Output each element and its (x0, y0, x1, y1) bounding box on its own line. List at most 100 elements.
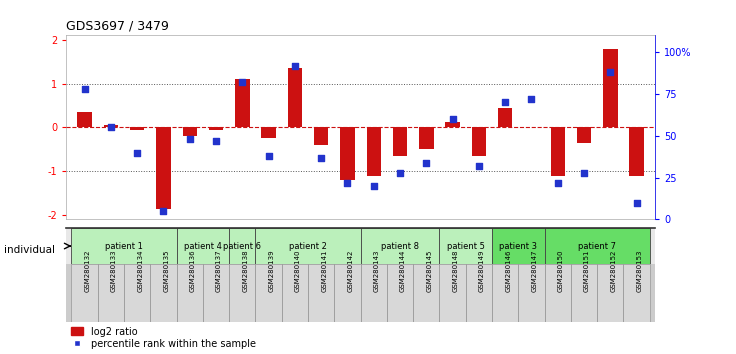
Text: patient 6: patient 6 (223, 241, 261, 251)
Text: GSM280143: GSM280143 (374, 250, 380, 292)
Point (447, 116, 459, 122)
Bar (492, 228, 545, 264)
Text: GSM280133: GSM280133 (111, 250, 117, 292)
Point (289, 63, 301, 68)
Bar (130, 127, 144, 130)
Text: patient 3: patient 3 (499, 241, 537, 251)
Text: GSM280135: GSM280135 (163, 250, 169, 292)
Text: GSM280138: GSM280138 (242, 250, 248, 292)
Bar (77, 112, 92, 127)
Text: GSM280141: GSM280141 (321, 250, 328, 292)
Bar (492, 264, 518, 322)
Bar (597, 264, 623, 322)
Text: patient 8: patient 8 (381, 241, 419, 251)
Bar (577, 127, 591, 143)
Bar (387, 264, 413, 322)
Text: GSM280152: GSM280152 (610, 250, 616, 292)
Bar (545, 264, 571, 322)
Text: GSM280150: GSM280150 (558, 250, 564, 292)
Point (210, 138, 222, 144)
Bar (314, 127, 328, 145)
Bar (629, 127, 644, 176)
Bar (361, 264, 387, 322)
Text: GSM280142: GSM280142 (347, 250, 353, 292)
Point (315, 155, 327, 160)
Bar (439, 264, 466, 322)
Bar (551, 127, 565, 176)
Bar (623, 264, 650, 322)
Bar (177, 228, 229, 264)
Text: GSM280153: GSM280153 (637, 250, 643, 292)
Point (131, 150, 143, 155)
Bar (367, 127, 381, 176)
Bar (288, 68, 302, 127)
Text: GSM280151: GSM280151 (584, 250, 590, 292)
Point (473, 163, 485, 169)
Text: individual: individual (4, 245, 54, 255)
Bar (261, 127, 276, 138)
Bar (571, 264, 597, 322)
Text: GSM280136: GSM280136 (190, 250, 196, 292)
Bar (334, 264, 361, 322)
Text: GSM280145: GSM280145 (426, 250, 432, 292)
Text: GSM280132: GSM280132 (85, 250, 91, 292)
Text: patient 4: patient 4 (184, 241, 222, 251)
Bar (183, 127, 197, 136)
Bar (361, 228, 439, 264)
Point (578, 170, 590, 176)
Text: GDS3697 / 3479: GDS3697 / 3479 (66, 20, 169, 33)
Point (236, 79, 248, 85)
Bar (413, 264, 439, 322)
Text: GSM280134: GSM280134 (137, 250, 144, 292)
Bar (282, 264, 308, 322)
Bar (340, 127, 355, 180)
Bar (466, 264, 492, 322)
Point (499, 99, 511, 105)
Bar (255, 264, 282, 322)
Bar (498, 108, 512, 127)
Point (394, 170, 406, 176)
Text: GSM280139: GSM280139 (269, 250, 275, 292)
Text: GSM280148: GSM280148 (453, 250, 459, 292)
Text: patient 2: patient 2 (289, 241, 327, 251)
Bar (98, 264, 124, 322)
Text: GSM280149: GSM280149 (479, 250, 485, 292)
Text: patient 7: patient 7 (578, 241, 616, 251)
Point (263, 153, 275, 159)
Bar (419, 127, 434, 149)
Bar (71, 264, 98, 322)
Bar (177, 264, 203, 322)
Bar (545, 228, 650, 264)
Legend: log2 ratio, percentile rank within the sample: log2 ratio, percentile rank within the s… (71, 327, 255, 349)
Point (552, 180, 564, 185)
Text: GSM280137: GSM280137 (216, 250, 222, 292)
Point (368, 183, 380, 189)
Bar (235, 79, 250, 127)
Bar (445, 122, 460, 127)
Text: patient 5: patient 5 (447, 241, 485, 251)
Bar (203, 264, 229, 322)
Text: GSM280140: GSM280140 (295, 250, 301, 292)
Bar (209, 127, 223, 130)
Point (105, 125, 117, 130)
Point (631, 200, 643, 206)
Bar (255, 228, 361, 264)
Bar (229, 264, 255, 322)
Bar (150, 264, 177, 322)
Bar (439, 228, 492, 264)
Point (420, 160, 432, 165)
Text: patient 1: patient 1 (105, 241, 143, 251)
Text: GSM280144: GSM280144 (400, 250, 406, 292)
Bar (393, 127, 407, 156)
Bar (308, 264, 334, 322)
Point (79, 86, 91, 92)
Point (526, 96, 537, 102)
Point (184, 136, 196, 142)
Bar (472, 127, 486, 156)
Bar (603, 48, 618, 127)
Point (604, 69, 616, 75)
Bar (104, 125, 118, 127)
Text: GSM280146: GSM280146 (505, 250, 512, 292)
Bar (124, 264, 150, 322)
Bar (156, 127, 171, 209)
